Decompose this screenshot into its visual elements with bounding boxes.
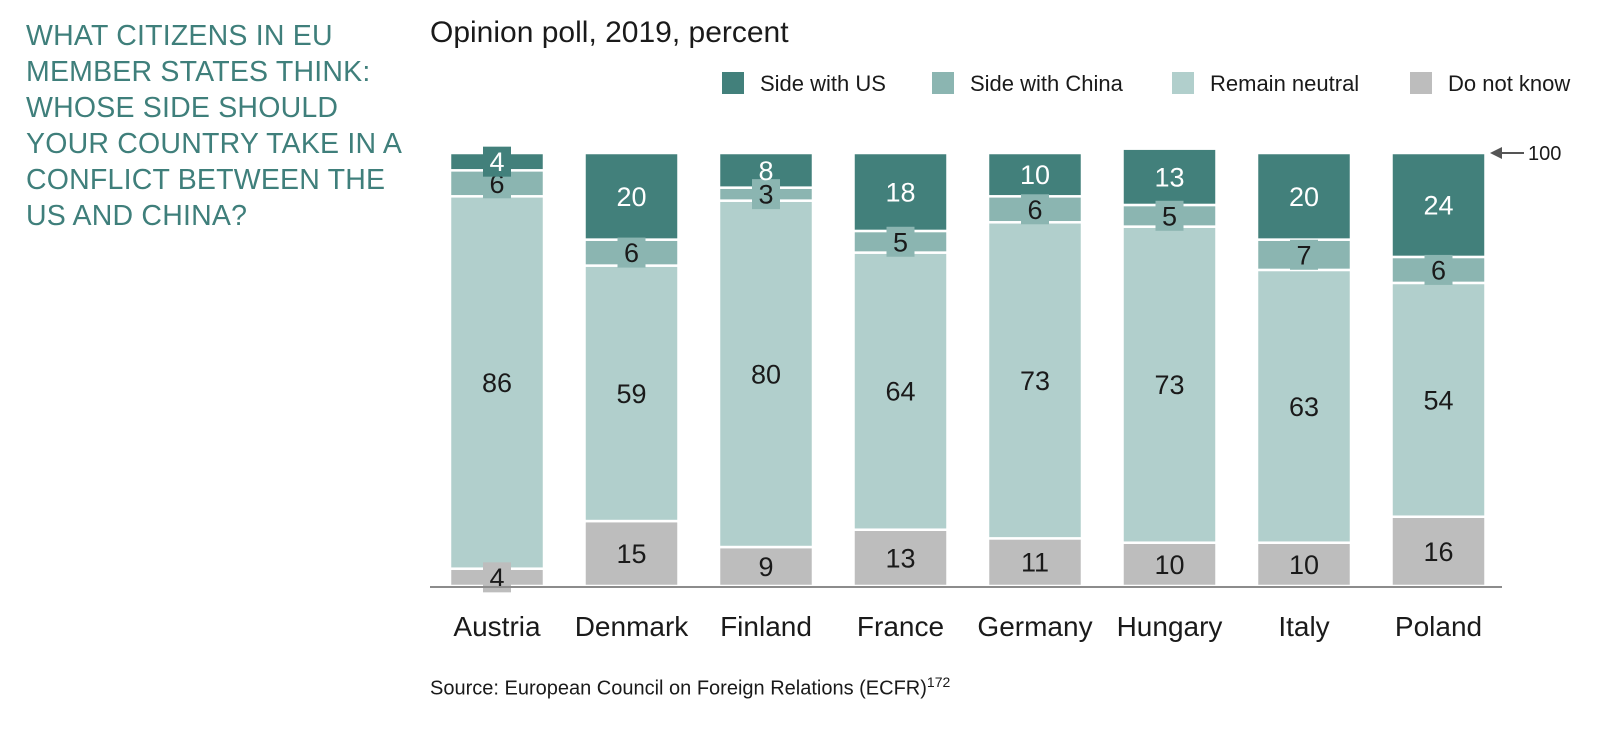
category-label-finland: Finland [720, 611, 812, 642]
data-label-france-side-with-china: 5 [893, 227, 908, 257]
category-label-austria: Austria [453, 611, 541, 642]
label-box-denmark-side-with-china [617, 237, 646, 268]
data-label-denmark-do-not-know: 15 [616, 539, 646, 569]
label-box-germany-side-with-china [1021, 194, 1049, 225]
label-box-austria-side-with-us [483, 146, 511, 177]
data-label-hungary-side-with-us: 13 [1154, 162, 1184, 192]
bar-segment-hungary-remain-neutral [1121, 225, 1218, 544]
bar-segment-finland-remain-neutral [717, 199, 815, 549]
data-label-italy-do-not-know: 10 [1289, 550, 1319, 580]
data-label-poland-side-with-us: 24 [1423, 190, 1453, 220]
bar-segment-italy-remain-neutral [1255, 268, 1353, 544]
data-label-poland-do-not-know: 16 [1423, 537, 1453, 567]
label-box-hungary-side-with-china [1155, 200, 1184, 231]
category-label-france: France [857, 611, 944, 642]
data-label-finland-do-not-know: 9 [758, 552, 773, 582]
label-box-poland-side-with-china [1424, 254, 1453, 285]
data-label-france-side-with-us: 18 [885, 177, 915, 207]
bar-segment-poland-do-not-know [1390, 515, 1487, 588]
bar-segment-france-remain-neutral [852, 251, 949, 531]
data-label-hungary-side-with-china: 5 [1162, 201, 1177, 231]
legend-swatch-side-with-us [722, 72, 744, 94]
category-label-poland: Poland [1395, 611, 1482, 642]
legend-label-side-with-china: Side with China [970, 71, 1124, 96]
data-label-germany-do-not-know: 11 [1021, 548, 1049, 578]
label-box-finland-side-with-china [752, 179, 780, 210]
data-label-austria-remain-neutral: 86 [482, 368, 512, 398]
source-footnote: 172 [926, 674, 951, 690]
label-box-france-side-with-china [886, 226, 915, 257]
source-note: Source: European Council on Foreign Rela… [430, 674, 950, 701]
data-label-poland-side-with-china: 6 [1431, 255, 1446, 285]
data-label-france-remain-neutral: 64 [885, 377, 915, 407]
legend-label-side-with-us: Side with US [760, 71, 886, 96]
data-label-finland-side-with-us: 8 [758, 156, 773, 186]
bar-segment-germany-remain-neutral [986, 221, 1084, 540]
bar-segment-france-do-not-know [852, 528, 949, 588]
legend-label-do-not-know: Do not know [1448, 71, 1570, 96]
data-label-germany-side-with-us: 10 [1020, 160, 1050, 190]
legend-label-remain-neutral: Remain neutral [1210, 71, 1359, 96]
data-label-italy-side-with-us: 20 [1289, 182, 1319, 212]
data-label-germany-remain-neutral: 73 [1020, 366, 1050, 396]
headline: WHAT CITIZENS IN EU MEMBER STATES THINK:… [26, 20, 401, 232]
category-label-hungary: Hungary [1117, 611, 1223, 642]
label-box-italy-side-with-china [1290, 239, 1318, 270]
bar-segment-denmark-remain-neutral [583, 264, 680, 523]
data-label-hungary-remain-neutral: 73 [1154, 370, 1184, 400]
data-label-finland-remain-neutral: 80 [751, 359, 781, 389]
bar-segment-finland-do-not-know [717, 545, 815, 588]
category-label-italy: Italy [1278, 611, 1329, 642]
data-label-hungary-do-not-know: 10 [1154, 550, 1184, 580]
legend-swatch-remain-neutral [1172, 72, 1194, 94]
data-label-denmark-side-with-us: 20 [616, 182, 646, 212]
category-label-denmark: Denmark [575, 611, 690, 642]
data-label-france-do-not-know: 13 [885, 543, 915, 573]
data-label-finland-side-with-china: 3 [758, 180, 773, 210]
data-label-denmark-remain-neutral: 59 [616, 379, 646, 409]
chart-title: Opinion poll, 2019, percent [430, 16, 789, 49]
bar-segment-hungary-do-not-know [1121, 541, 1218, 588]
legend-swatch-do-not-know [1410, 72, 1432, 94]
reference-label-100: 100 [1528, 143, 1561, 165]
bar-segment-germany-do-not-know [986, 537, 1084, 588]
data-label-austria-side-with-us: 4 [489, 147, 504, 177]
bar-segment-denmark-side-with-us [583, 151, 680, 241]
legend-swatch-side-with-china [932, 72, 954, 94]
data-label-italy-side-with-china: 7 [1296, 240, 1311, 270]
category-label-germany: Germany [977, 611, 1092, 642]
bar-segment-italy-side-with-us [1255, 151, 1353, 241]
bar-segment-austria-remain-neutral [448, 195, 546, 570]
bar-segment-poland-side-with-us [1390, 151, 1487, 259]
data-label-germany-side-with-china: 6 [1027, 195, 1042, 225]
source-text: Source: European Council on Foreign Rela… [430, 677, 927, 700]
data-label-denmark-side-with-china: 6 [624, 238, 639, 268]
data-label-austria-do-not-know: 4 [489, 563, 504, 593]
data-label-italy-remain-neutral: 63 [1289, 392, 1319, 422]
data-label-poland-remain-neutral: 54 [1423, 385, 1453, 415]
reference-arrow-head [1490, 147, 1502, 159]
